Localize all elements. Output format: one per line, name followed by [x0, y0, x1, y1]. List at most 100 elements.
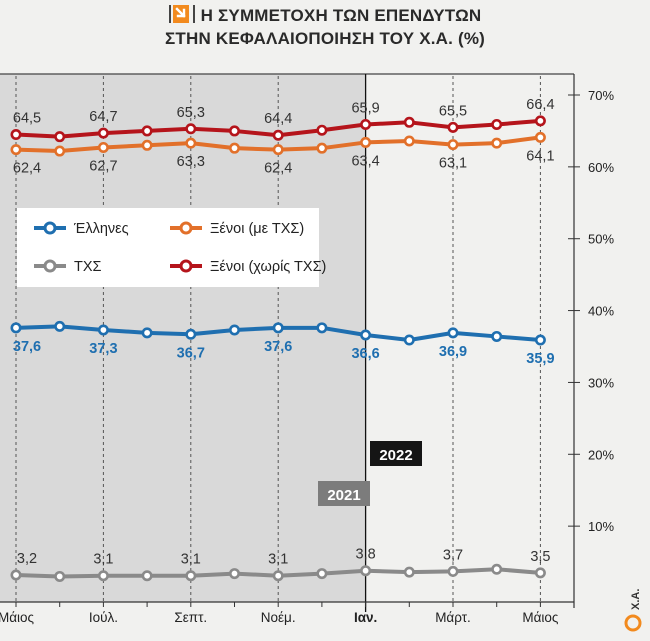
data-point-ellines: [272, 322, 284, 334]
y-tick-label: 20%: [588, 447, 614, 462]
data-point-xenoi_xoris: [141, 125, 153, 137]
data-point-xenoi_me: [185, 137, 197, 149]
data-point-xenoi_xoris: [447, 121, 459, 133]
data-point-ellines: [316, 322, 328, 334]
data-label-ellines: 36,9: [439, 344, 467, 360]
data-point-txs: [316, 568, 328, 580]
x-tick-label: Ιούλ.: [89, 610, 118, 625]
title-line-1: Η ΣΥΜΜΕΤΟΧΗ ΤΩΝ ΕΠΕΝΔΥΤΩΝ: [0, 4, 650, 27]
data-label-xenoi_xoris: 64,5: [13, 111, 41, 127]
data-point-ellines: [360, 329, 372, 341]
data-point-xenoi_me: [229, 142, 241, 154]
legend-marker-xenoi_xoris: [179, 259, 193, 273]
data-point-ellines: [10, 322, 22, 334]
y-tick-label: 40%: [588, 304, 614, 319]
legend-label-txs: ΤΧΣ: [74, 259, 102, 275]
legend-marker-txs: [43, 259, 57, 273]
legend-label-ellines: Έλληνες: [73, 221, 129, 237]
data-point-txs: [403, 566, 415, 578]
data-point-xenoi_me: [272, 144, 284, 156]
data-point-xenoi_me: [534, 131, 546, 143]
chart-title: Η ΣΥΜΜΕΤΟΧΗ ΤΩΝ ΕΠΕΝΔΥΤΩΝ ΣΤΗΝ ΚΕΦΑΛΑΙΟΠ…: [0, 4, 650, 50]
data-point-ellines: [534, 334, 546, 346]
data-label-txs: 3,1: [181, 552, 201, 568]
data-label-xenoi_me: 63,4: [351, 153, 379, 169]
data-point-xenoi_me: [54, 145, 66, 157]
data-point-xenoi_me: [491, 137, 503, 149]
y-tick-label: 70%: [588, 88, 614, 103]
data-label-xenoi_me: 64,1: [526, 148, 554, 164]
data-point-ellines: [54, 320, 66, 332]
data-point-ellines: [141, 327, 153, 339]
data-point-ellines: [447, 327, 459, 339]
legend-label-xenoi_me: Ξένοι (με ΤΧΣ): [210, 221, 304, 237]
year-tag-2022: [370, 441, 422, 466]
publisher-logo-icon: [624, 614, 642, 632]
data-label-txs: 3,8: [356, 547, 376, 563]
data-label-xenoi_me: 62,7: [89, 158, 117, 174]
data-label-xenoi_xoris: 64,4: [264, 111, 292, 127]
data-point-xenoi_me: [316, 142, 328, 154]
data-label-xenoi_me: 63,1: [439, 156, 467, 172]
data-label-xenoi_xoris: 65,9: [351, 100, 379, 116]
data-label-xenoi_me: 62,4: [264, 161, 292, 177]
data-label-ellines: 36,7: [177, 345, 205, 361]
data-point-xenoi_me: [403, 135, 415, 147]
data-label-ellines: 37,6: [264, 339, 292, 355]
data-point-xenoi_me: [447, 139, 459, 151]
data-point-xenoi_xoris: [54, 131, 66, 143]
data-label-txs: 3,1: [268, 552, 288, 568]
x-tick-label: Μάιος: [522, 610, 559, 625]
data-point-ellines: [403, 334, 415, 346]
data-label-ellines: 37,6: [13, 339, 41, 355]
data-point-xenoi_xoris: [403, 116, 415, 128]
x-tick-label: Ιαν.: [354, 610, 377, 625]
data-point-txs: [10, 569, 22, 581]
data-point-ellines: [491, 330, 503, 342]
data-point-xenoi_xoris: [491, 118, 503, 130]
data-label-xenoi_xoris: 64,7: [89, 109, 117, 125]
source-note: Χ.Α.: [630, 589, 642, 610]
data-point-xenoi_xoris: [316, 124, 328, 136]
shaded-region-2021: [0, 74, 366, 602]
data-label-txs: 3,2: [17, 551, 37, 567]
data-point-xenoi_xoris: [229, 125, 241, 137]
data-point-txs: [185, 570, 197, 582]
y-tick-label: 60%: [588, 160, 614, 175]
data-point-xenoi_xoris: [360, 118, 372, 130]
data-label-xenoi_xoris: 65,3: [177, 105, 205, 121]
y-tick-label: 50%: [588, 232, 614, 247]
legend-marker-xenoi_me: [179, 221, 193, 235]
y-tick-label: 10%: [588, 519, 614, 534]
title-line-2: ΣΤΗΝ ΚΕΦΑΛΑΙΟΠΟΙΗΣΗ ΤΟΥ Χ.Α. (%): [164, 29, 486, 48]
data-point-txs: [360, 565, 372, 577]
data-point-xenoi_me: [141, 139, 153, 151]
data-label-ellines: 37,3: [89, 341, 117, 357]
data-point-txs: [97, 570, 109, 582]
data-point-xenoi_xoris: [534, 115, 546, 127]
data-point-txs: [272, 570, 284, 582]
data-label-xenoi_xoris: 66,4: [526, 97, 554, 113]
x-tick-label: Σεπτ.: [174, 610, 207, 625]
legend-box: [17, 208, 319, 287]
data-label-txs: 3,7: [443, 547, 463, 563]
data-point-ellines: [185, 328, 197, 340]
data-label-ellines: 35,9: [526, 351, 554, 367]
data-label-txs: 3,1: [93, 552, 113, 568]
data-point-txs: [534, 567, 546, 579]
year-tag-2021: [318, 481, 370, 506]
data-point-txs: [141, 570, 153, 582]
legend-label-xenoi_xoris: Ξένοι (χωρίς ΤΧΣ): [210, 259, 326, 275]
data-label-txs: 3,5: [530, 549, 550, 565]
year-tag-2021-text: 2021: [327, 487, 360, 504]
data-point-xenoi_me: [97, 141, 109, 153]
data-point-xenoi_xoris: [272, 129, 284, 141]
data-point-xenoi_xoris: [185, 123, 197, 135]
data-label-xenoi_xoris: 65,5: [439, 103, 467, 119]
data-point-ellines: [97, 324, 109, 336]
year-tag-2022-text: 2022: [379, 447, 412, 464]
data-point-txs: [229, 568, 241, 580]
data-point-txs: [447, 565, 459, 577]
